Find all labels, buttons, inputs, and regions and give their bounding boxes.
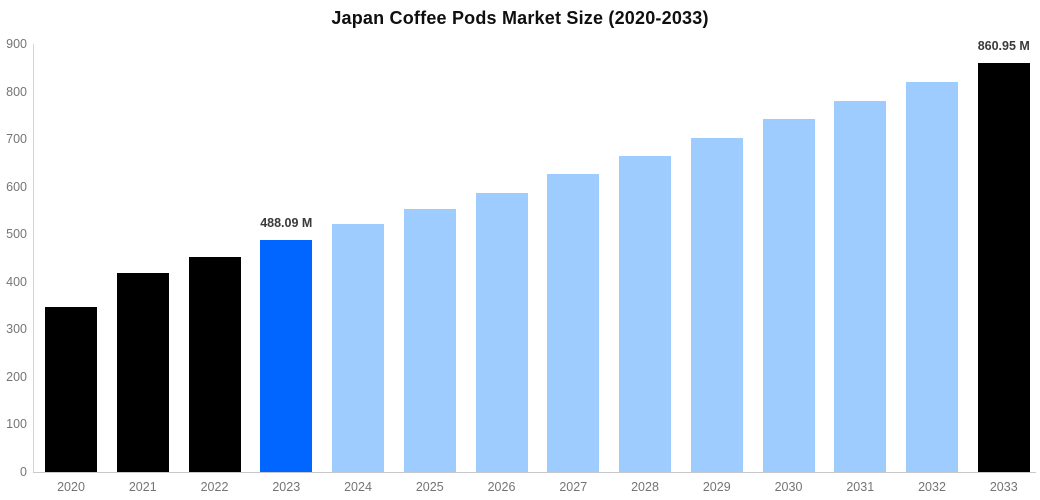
y-tick-label-300: 300 (6, 322, 27, 337)
chart-title: Japan Coffee Pods Market Size (2020-2033… (331, 8, 709, 28)
x-tick-label-2027: 2027 (559, 480, 588, 494)
x-tick-label-2028: 2028 (631, 480, 659, 494)
bar-2032[interactable] (906, 82, 958, 472)
bar-2021[interactable] (116, 273, 169, 472)
x-tick-label-2026: 2026 (487, 480, 516, 494)
x-tick-label-2022: 2022 (200, 480, 229, 494)
bar-2024[interactable] (332, 224, 384, 472)
bar-2020[interactable] (45, 307, 97, 472)
y-tick-label-700: 700 (6, 132, 27, 147)
x-tick-label-2024: 2024 (344, 480, 372, 494)
bar-2030[interactable] (762, 119, 815, 472)
x-tick-label-2032: 2032 (918, 480, 946, 494)
bar-value-label-2023: 488.09 M (260, 216, 313, 230)
y-axis-line (33, 44, 34, 473)
x-tick-label-2031: 2031 (846, 480, 875, 494)
x-tick-label-2033: 2033 (989, 480, 1018, 494)
bar-2025[interactable] (403, 209, 456, 472)
y-tick-label-800: 800 (6, 84, 27, 99)
bar-2023[interactable] (260, 240, 313, 472)
y-tick-label-900: 900 (6, 37, 27, 51)
y-tick-label-500: 500 (6, 227, 27, 242)
x-tick-label-2023: 2023 (272, 480, 301, 494)
bar-2031[interactable] (834, 101, 887, 472)
x-tick-label-2025: 2025 (415, 480, 444, 494)
y-tick-label-0: 0 (20, 465, 27, 479)
bar-value-label-2033: 860.95 M (977, 39, 1030, 53)
bar-2027[interactable] (547, 174, 600, 472)
bar-2029[interactable] (690, 138, 743, 472)
plot-area (33, 44, 1036, 472)
y-tick-label-200: 200 (6, 369, 27, 384)
x-tick-label-2030: 2030 (774, 480, 803, 494)
bar-2022[interactable] (188, 257, 241, 472)
bar-2028[interactable] (619, 156, 671, 472)
x-tick-label-2020: 2020 (57, 480, 85, 494)
x-tick-label-2029: 2029 (702, 480, 731, 494)
bar-2026[interactable] (475, 193, 528, 472)
bar-2033[interactable] (977, 63, 1030, 472)
x-axis-line (33, 472, 1036, 473)
y-tick-label-100: 100 (6, 417, 27, 432)
y-tick-label-400: 400 (6, 274, 27, 289)
y-tick-label-600: 600 (6, 179, 27, 194)
x-tick-label-2021: 2021 (128, 480, 157, 494)
